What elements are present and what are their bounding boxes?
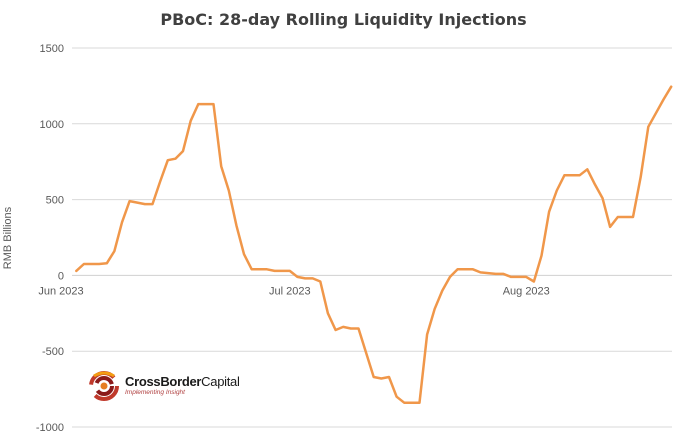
series-line bbox=[75, 85, 673, 404]
y-tick-label: 500 bbox=[46, 195, 64, 207]
y-tick-label: 1000 bbox=[40, 119, 64, 131]
x-tick-label: Jun 2023 bbox=[38, 285, 83, 297]
crossborder-capital-logo: CrossBorderCapital Implementing Insight bbox=[88, 368, 240, 404]
x-tick-label: Aug 2023 bbox=[503, 285, 550, 297]
y-tick-label: 1500 bbox=[40, 43, 64, 55]
logo-name: CrossBorderCapital bbox=[125, 374, 240, 390]
logo-tagline: Implementing Insight bbox=[125, 389, 185, 397]
y-tick-label: 0 bbox=[58, 270, 64, 282]
y-tick-label: -1000 bbox=[36, 422, 64, 434]
x-tick-label: Jul 2023 bbox=[269, 285, 311, 297]
logo-swirl-icon bbox=[89, 371, 119, 401]
chart-title: PBoC: 28-day Rolling Liquidity Injection… bbox=[160, 10, 527, 29]
y-tick-label: -500 bbox=[42, 346, 64, 358]
y-axis-label: RMB Billions bbox=[2, 206, 14, 270]
